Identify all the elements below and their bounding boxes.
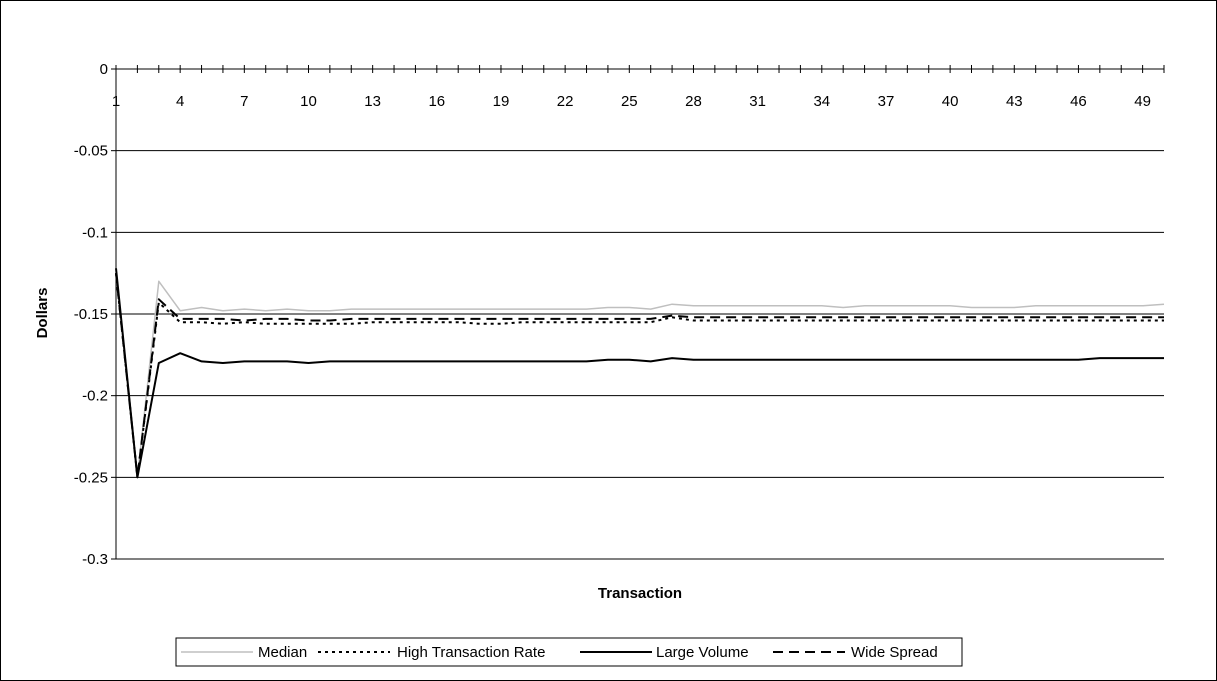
- x-tick-label: 40: [942, 93, 959, 110]
- series-line-1: [115, 273, 1164, 479]
- series-line-2: [115, 268, 1164, 479]
- series-line-3: [115, 273, 1164, 479]
- x-tick-label: 16: [428, 93, 445, 110]
- x-tick-label: 7: [240, 93, 248, 110]
- y-tick-label: -0.15: [74, 306, 108, 323]
- y-tick-label: -0.25: [74, 469, 108, 486]
- legend-label: High Transaction Rate: [397, 644, 545, 661]
- x-tick-label: 43: [1006, 93, 1023, 110]
- x-axis-title: Transaction: [598, 585, 682, 602]
- x-tick-label: 4: [176, 93, 184, 110]
- legend-label: Large Volume: [656, 644, 749, 661]
- grid-lines: [116, 150, 1164, 560]
- x-tick-label: 49: [1134, 93, 1151, 110]
- axes: 0 -0.05 -0.1 -0.15 -0.2 -0.25 -0.3 1 4 7 10 13 16 19 2…: [74, 61, 1165, 568]
- x-tick-label: 28: [685, 93, 702, 110]
- x-tick-label: 19: [493, 93, 510, 110]
- series-lines: [115, 268, 1165, 479]
- x-tick-label: 1: [112, 93, 120, 110]
- x-tick-label: 34: [813, 93, 830, 110]
- x-tick-label: 37: [878, 93, 895, 110]
- x-tick-label: 31: [749, 93, 766, 110]
- legend-label: Wide Spread: [851, 644, 938, 661]
- y-tick-label: -0.2: [82, 388, 108, 405]
- y-tick-label: -0.1: [82, 224, 108, 241]
- y-tick-label: -0.3: [82, 551, 108, 568]
- x-tick-label: 22: [557, 93, 574, 110]
- legend: Median High Transaction Rate Large Volume W…: [175, 637, 963, 667]
- series-line-0: [115, 273, 1165, 479]
- x-tick-label: 10: [300, 93, 317, 110]
- legend-label: Median: [258, 644, 307, 661]
- x-tick-label: 46: [1070, 93, 1087, 110]
- y-axis-title: Dollars: [34, 288, 51, 339]
- y-tick-label: -0.05: [74, 143, 108, 160]
- x-tick-label: 13: [364, 93, 381, 110]
- x-tick-label: 25: [621, 93, 638, 110]
- y-tick-label: 0: [100, 61, 108, 78]
